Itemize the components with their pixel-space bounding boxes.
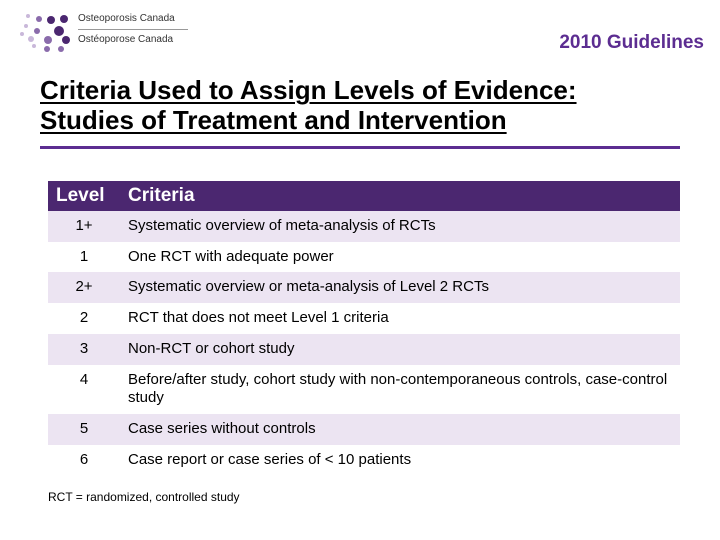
- brand-dot: [36, 16, 42, 22]
- title-underline: [40, 146, 680, 149]
- footnote: RCT = randomized, controlled study: [0, 476, 720, 504]
- level-cell: 1+: [48, 211, 120, 242]
- criteria-cell: Systematic overview or meta-analysis of …: [120, 272, 680, 303]
- level-cell: 2: [48, 303, 120, 334]
- brand-dot: [28, 36, 34, 42]
- brand-line1: Osteoporosis Canada: [78, 12, 188, 26]
- evidence-table-wrap: LevelCriteria 1+Systematic overview of m…: [0, 157, 720, 476]
- brand-dot: [60, 15, 68, 23]
- brand-dot: [44, 36, 52, 44]
- title-line2: Studies of Treatment and Intervention: [40, 105, 507, 135]
- table-row: 6Case report or case series of < 10 pati…: [48, 445, 680, 476]
- criteria-cell: Before/after study, cohort study with no…: [120, 365, 680, 415]
- table-row: 1+Systematic overview of meta-analysis o…: [48, 211, 680, 242]
- table-row: 1One RCT with adequate power: [48, 242, 680, 273]
- brand-dot: [44, 46, 50, 52]
- guidelines-year: 2010 Guidelines: [559, 32, 704, 54]
- brand-dot: [20, 32, 24, 36]
- criteria-cell: One RCT with adequate power: [120, 242, 680, 273]
- brand-dots-icon: [14, 6, 70, 52]
- table-row: 4Before/after study, cohort study with n…: [48, 365, 680, 415]
- title-line1: Criteria Used to Assign Levels of Eviden…: [40, 75, 577, 105]
- criteria-cell: Case series without controls: [120, 414, 680, 445]
- level-cell: 3: [48, 334, 120, 365]
- brand-dot: [47, 16, 55, 24]
- criteria-cell: RCT that does not meet Level 1 criteria: [120, 303, 680, 334]
- evidence-table: LevelCriteria 1+Systematic overview of m…: [48, 181, 680, 476]
- criteria-cell: Systematic overview of meta-analysis of …: [120, 211, 680, 242]
- brand-dot: [54, 26, 64, 36]
- table-header-cell: Criteria: [120, 181, 680, 211]
- table-row: 5Case series without controls: [48, 414, 680, 445]
- level-cell: 4: [48, 365, 120, 415]
- table-row: 2+Systematic overview or meta-analysis o…: [48, 272, 680, 303]
- table-header-cell: Level: [48, 181, 120, 211]
- title-block: Criteria Used to Assign Levels of Eviden…: [0, 70, 720, 157]
- brand-dot: [58, 46, 64, 52]
- criteria-cell: Non-RCT or cohort study: [120, 334, 680, 365]
- brand-logo: Osteoporosis Canada Ostéoporose Canada: [14, 6, 188, 52]
- slide-header: Osteoporosis Canada Ostéoporose Canada 2…: [0, 0, 720, 70]
- brand-dot: [62, 36, 70, 44]
- brand-dot: [26, 14, 30, 18]
- brand-dot: [32, 44, 36, 48]
- criteria-cell: Case report or case series of < 10 patie…: [120, 445, 680, 476]
- level-cell: 2+: [48, 272, 120, 303]
- level-cell: 5: [48, 414, 120, 445]
- brand-text: Osteoporosis Canada Ostéoporose Canada: [78, 12, 188, 47]
- table-row: 3Non-RCT or cohort study: [48, 334, 680, 365]
- level-cell: 1: [48, 242, 120, 273]
- slide-title: Criteria Used to Assign Levels of Eviden…: [40, 76, 680, 136]
- brand-dot: [34, 28, 40, 34]
- table-row: 2RCT that does not meet Level 1 criteria: [48, 303, 680, 334]
- brand-dot: [24, 24, 28, 28]
- brand-separator: [78, 29, 188, 30]
- level-cell: 6: [48, 445, 120, 476]
- brand-line2: Ostéoporose Canada: [78, 33, 188, 47]
